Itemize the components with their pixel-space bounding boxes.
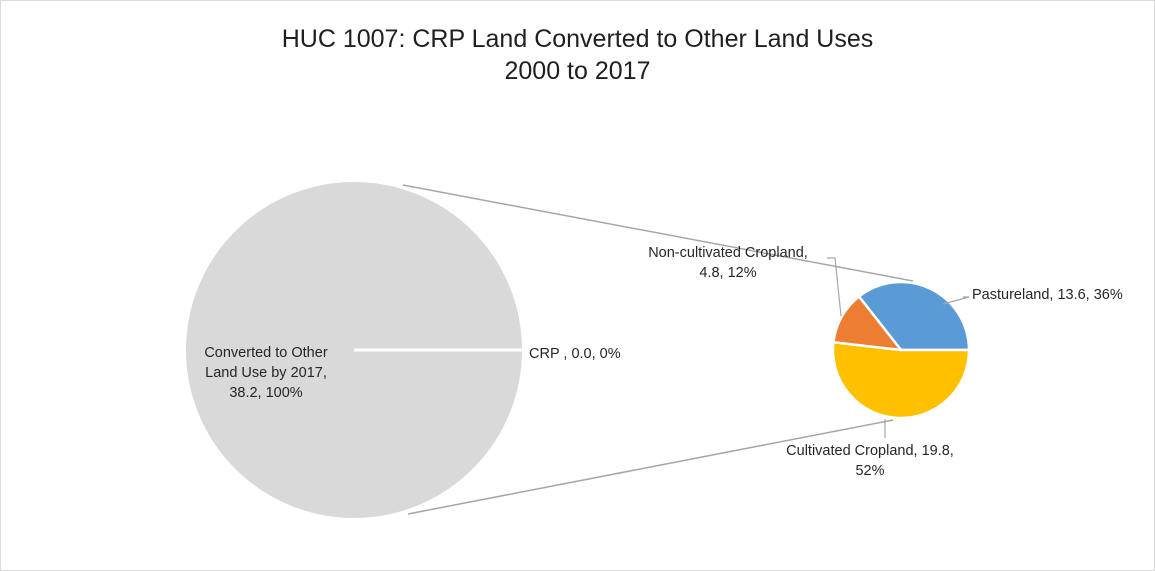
- connector-lines: [402, 184, 914, 515]
- main-pie: [184, 180, 524, 520]
- leader-line-non-cultivated-cropland: [827, 257, 842, 317]
- leader-lines: [827, 257, 970, 438]
- data-label-pastureland: Pastureland, 13.6, 36%: [972, 287, 1123, 303]
- slice-cultivated-cropland-19-8: [831, 340, 971, 420]
- slice-non-cultivated-cropland: [832, 295, 903, 352]
- slice-pastureland-13-6-36: [857, 280, 971, 352]
- data-label-cultivated-cropland: Cultivated Cropland, 19.8, 52%: [786, 443, 954, 479]
- leader-line-pastureland: [942, 296, 970, 305]
- connector-line-bottom: [407, 419, 894, 515]
- connector-line-top: [402, 184, 914, 282]
- chart-title-block: HUC 1007: CRP Land Converted to Other La…: [1, 23, 1154, 87]
- chart-title: HUC 1007: CRP Land Converted to Other La…: [281, 25, 874, 53]
- chart-subtitle: 2000 to 2017: [504, 57, 651, 85]
- secondary-pie: [831, 280, 971, 420]
- data-label-crp: CRP , 0.0, 0%: [529, 346, 621, 362]
- data-labels: Converted to Other Land Use by 2017, 38.2,…: [204, 245, 1123, 479]
- data-label-converted-to-other-land-use: Converted to Other Land Use by 2017, 38.2,…: [204, 345, 327, 401]
- data-label-non-cultivated-cropland: Non-cultivated Cropland, 4.8, 12%: [648, 245, 808, 281]
